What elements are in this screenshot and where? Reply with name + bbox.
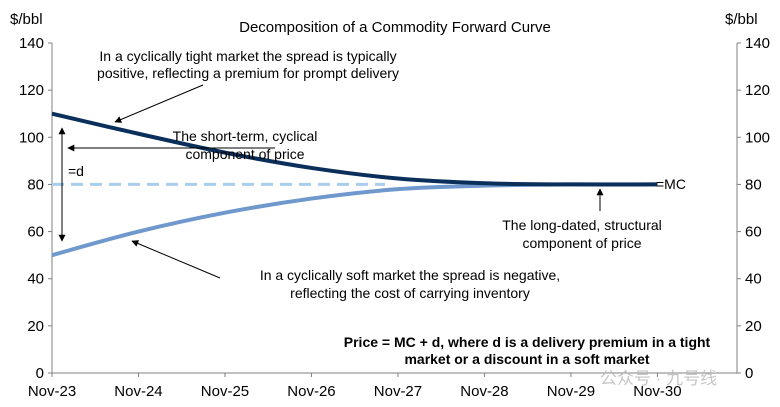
svg-text:market or a discount in a soft: market or a discount in a soft market	[404, 351, 649, 367]
y-tick-label-left: 0	[36, 365, 44, 382]
arrow-soft	[131, 240, 221, 279]
svg-text:reflecting the cost of carryin: reflecting the cost of carrying inventor…	[290, 285, 530, 301]
y-tick-label-left: 100	[19, 129, 44, 146]
x-tick-label: Nov-25	[201, 383, 249, 400]
y-tick-label-right: 0	[745, 365, 753, 382]
mc-label: =MC	[656, 176, 686, 192]
watermark: 公众号 · 九号线	[600, 369, 717, 388]
x-tick-label: Nov-24	[114, 383, 162, 400]
svg-text:In a cyclically tight market t: In a cyclically tight market the spread …	[99, 48, 396, 64]
y-tick-label-left: 20	[27, 318, 44, 335]
annotation-tight: In a cyclically tight market the spread …	[97, 48, 399, 123]
annotation-short-term: The short-term, cyclical component of pr…	[67, 128, 318, 162]
annotation-soft: In a cyclically soft market the spread i…	[131, 240, 560, 301]
x-tick-label: Nov-30	[633, 383, 681, 400]
svg-text:Price = MC + d, where d is a d: Price = MC + d, where d is a delivery pr…	[344, 334, 711, 350]
arrow-tight	[114, 84, 204, 123]
y-tick-label-left: 60	[27, 224, 44, 241]
y-tick-label-left: 140	[19, 35, 44, 52]
x-tick-label: Nov-29	[547, 383, 595, 400]
y-axis-label-right: $/bbl	[725, 11, 758, 28]
axes: 0 0 20 20 40 40 60 60 80 80 100 100 120 120 140 140 Nov-…	[19, 35, 770, 400]
svg-text:The short-term, cyclical: The short-term, cyclical	[173, 128, 318, 144]
y-tick-label-right: 100	[745, 129, 770, 146]
chart-title: Decomposition of a Commodity Forward Cur…	[239, 19, 551, 36]
y-tick-label-right: 140	[745, 35, 770, 52]
y-tick-label-left: 120	[19, 82, 44, 99]
svg-text:=d: =d	[68, 163, 84, 179]
y-tick-label-right: 60	[745, 224, 762, 241]
formula-note: Price = MC + d, where d is a delivery pr…	[344, 334, 711, 367]
svg-text:positive, reflecting a premium: positive, reflecting a premium for promp…	[97, 65, 399, 81]
x-tick-label: Nov-26	[287, 383, 335, 400]
y-tick-label-left: 40	[27, 271, 44, 288]
annotation-long-dated: The long-dated, structural component of …	[502, 188, 662, 251]
y-tick-label-left: 80	[27, 176, 44, 193]
y-tick-label-right: 40	[745, 271, 762, 288]
y-tick-label-right: 120	[745, 82, 770, 99]
annotation-d: =d	[58, 127, 84, 242]
svg-text:component of price: component of price	[185, 146, 304, 162]
svg-text:The long-dated, structural: The long-dated, structural	[502, 217, 662, 233]
svg-text:In a cyclically soft market th: In a cyclically soft market the spread i…	[260, 267, 560, 283]
y-tick-label-right: 80	[745, 176, 762, 193]
svg-text:component of price: component of price	[522, 235, 641, 251]
x-tick-label: Nov-27	[374, 383, 422, 400]
tight-market-line	[51, 111, 658, 187]
y-tick-label-right: 20	[745, 318, 762, 335]
series-lines	[51, 111, 658, 258]
x-tick-label: Nov-28	[460, 383, 508, 400]
y-axis-label-left: $/bbl	[10, 11, 43, 28]
x-tick-label: Nov-23	[28, 383, 76, 400]
